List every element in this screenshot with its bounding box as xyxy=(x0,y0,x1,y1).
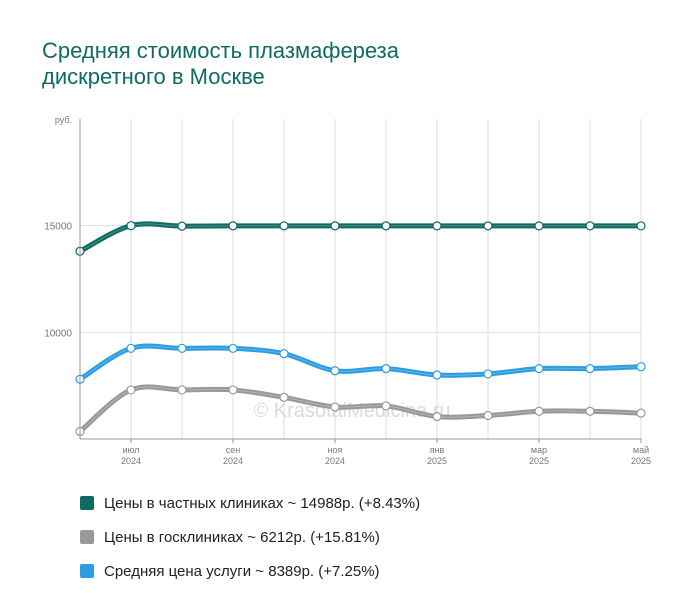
chart-points xyxy=(75,221,646,437)
data-point-private xyxy=(636,221,646,231)
x-tick-label-month: сен xyxy=(226,445,241,455)
chart-title-line-1: Средняя стоимость плазмафереза xyxy=(42,38,399,63)
legend-label-private: Цены в частных клиниках ~ 14988р. (+8.43… xyxy=(104,494,421,512)
x-tick-label-year: 2024 xyxy=(223,456,243,466)
legend-item-private[interactable]: Цены в частных клиниках ~ 14988р. (+8.43… xyxy=(80,486,420,520)
series-line-highlight-average xyxy=(79,345,642,380)
data-point-private xyxy=(381,221,391,231)
data-point-public xyxy=(381,401,391,411)
chart-title-line-2: дискретного в Москве xyxy=(42,64,265,89)
legend-item-public[interactable]: Цены в госклиниках ~ 6212р. (+15.81%) xyxy=(80,520,420,554)
line-chart: © KrasotaiMedicina.ru 1000015000руб.июл2… xyxy=(44,115,651,466)
data-point-private xyxy=(432,221,442,231)
x-tick-label-month: мар xyxy=(531,445,547,455)
x-tick-label-month: ноя xyxy=(328,445,343,455)
data-point-average xyxy=(381,364,391,374)
data-point-private xyxy=(330,221,340,231)
legend-swatch-average xyxy=(80,564,94,578)
x-tick-label-year: 2024 xyxy=(325,456,345,466)
x-tick-label-year: 2024 xyxy=(121,456,141,466)
x-tick-label-year: 2025 xyxy=(529,456,549,466)
x-tick-label-year: 2025 xyxy=(631,456,651,466)
legend-swatch-public xyxy=(80,530,94,544)
data-point-average xyxy=(534,364,544,374)
data-point-average xyxy=(279,349,289,359)
series-line-average xyxy=(77,343,644,382)
data-point-public xyxy=(330,402,340,412)
series-line-private xyxy=(77,221,644,254)
data-point-private xyxy=(534,221,544,231)
data-point-average xyxy=(636,362,646,372)
data-point-average xyxy=(330,366,340,376)
x-tick-label-month: июл xyxy=(123,445,140,455)
data-point-public xyxy=(177,385,187,395)
data-point-average xyxy=(483,369,493,379)
data-point-private xyxy=(228,221,238,231)
data-point-private xyxy=(177,221,187,231)
watermark: © KrasotaiMedicina.ru xyxy=(253,400,450,422)
y-axis-label: руб. xyxy=(55,115,72,125)
data-point-private xyxy=(279,221,289,231)
data-point-private xyxy=(126,221,136,231)
chart-legend: Цены в частных клиниках ~ 14988р. (+8.43… xyxy=(80,486,420,588)
legend-item-average[interactable]: Средняя цена услуги ~ 8389р. (+7.25%) xyxy=(80,554,420,588)
data-point-average xyxy=(177,343,187,353)
chart-title: Средняя стоимость плазмафереза дискретно… xyxy=(42,38,602,90)
chart-grid xyxy=(80,119,642,439)
x-tick-label-month: май xyxy=(633,445,649,455)
chart-axes: 1000015000руб.июл2024сен2024ноя2024янв20… xyxy=(44,115,651,466)
data-point-average xyxy=(228,343,238,353)
data-point-public xyxy=(432,412,442,422)
data-point-public xyxy=(279,392,289,402)
x-tick-label-month: янв xyxy=(430,445,445,455)
legend-label-public: Цены в госклиниках ~ 6212р. (+15.81%) xyxy=(104,528,380,546)
y-tick-label: 10000 xyxy=(44,328,72,339)
legend-label-average: Средняя цена услуги ~ 8389р. (+7.25%) xyxy=(104,562,380,580)
data-point-private xyxy=(483,221,493,231)
data-point-public xyxy=(585,406,595,416)
x-tick-label-year: 2025 xyxy=(427,456,447,466)
data-point-average xyxy=(432,370,442,380)
data-point-public xyxy=(126,385,136,395)
data-point-public xyxy=(636,408,646,418)
data-point-public xyxy=(228,385,238,395)
y-tick-label: 15000 xyxy=(44,222,72,233)
data-point-average xyxy=(126,343,136,353)
data-point-private xyxy=(585,221,595,231)
legend-swatch-private xyxy=(80,496,94,510)
data-point-average xyxy=(585,364,595,374)
data-point-public xyxy=(534,406,544,416)
data-point-public xyxy=(483,410,493,421)
